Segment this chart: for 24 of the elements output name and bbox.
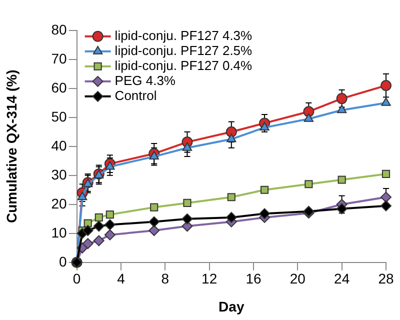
x-tick-label: 28 [378,270,394,286]
y-tick-label: 30 [51,166,68,182]
y-tick-label: 70 [51,50,68,66]
y-axis-title: Cumulative QX-314 (%) [3,70,20,224]
legend-label: PEG 4.3% [114,72,176,88]
x-tick-label: 20 [290,270,306,286]
legend-label: lipid-conju. PF127 0.4% [114,58,253,73]
x-tick-label: 4 [117,270,126,286]
y-tick-label: 10 [51,224,68,240]
x-tick-label: 8 [161,270,170,286]
x-tick-label: 24 [334,270,350,286]
legend-label: Control [114,88,157,103]
y-tick-label: 80 [51,21,68,38]
legend-label: lipid-conju. PF127 2.5% [114,42,253,58]
legend-label: lipid-conju. PF127 4.3% [114,28,253,43]
y-tick-label: 20 [51,195,68,212]
x-tick-label: 0 [72,270,81,286]
x-axis-title: Day [218,298,244,314]
y-tick-label: 40 [51,137,68,154]
x-tick-label: 16 [246,270,262,286]
x-tick-label: 12 [202,270,218,286]
y-tick-label: 0 [59,253,68,270]
y-tick-label: 50 [51,108,68,124]
y-tick-label: 60 [51,79,68,96]
